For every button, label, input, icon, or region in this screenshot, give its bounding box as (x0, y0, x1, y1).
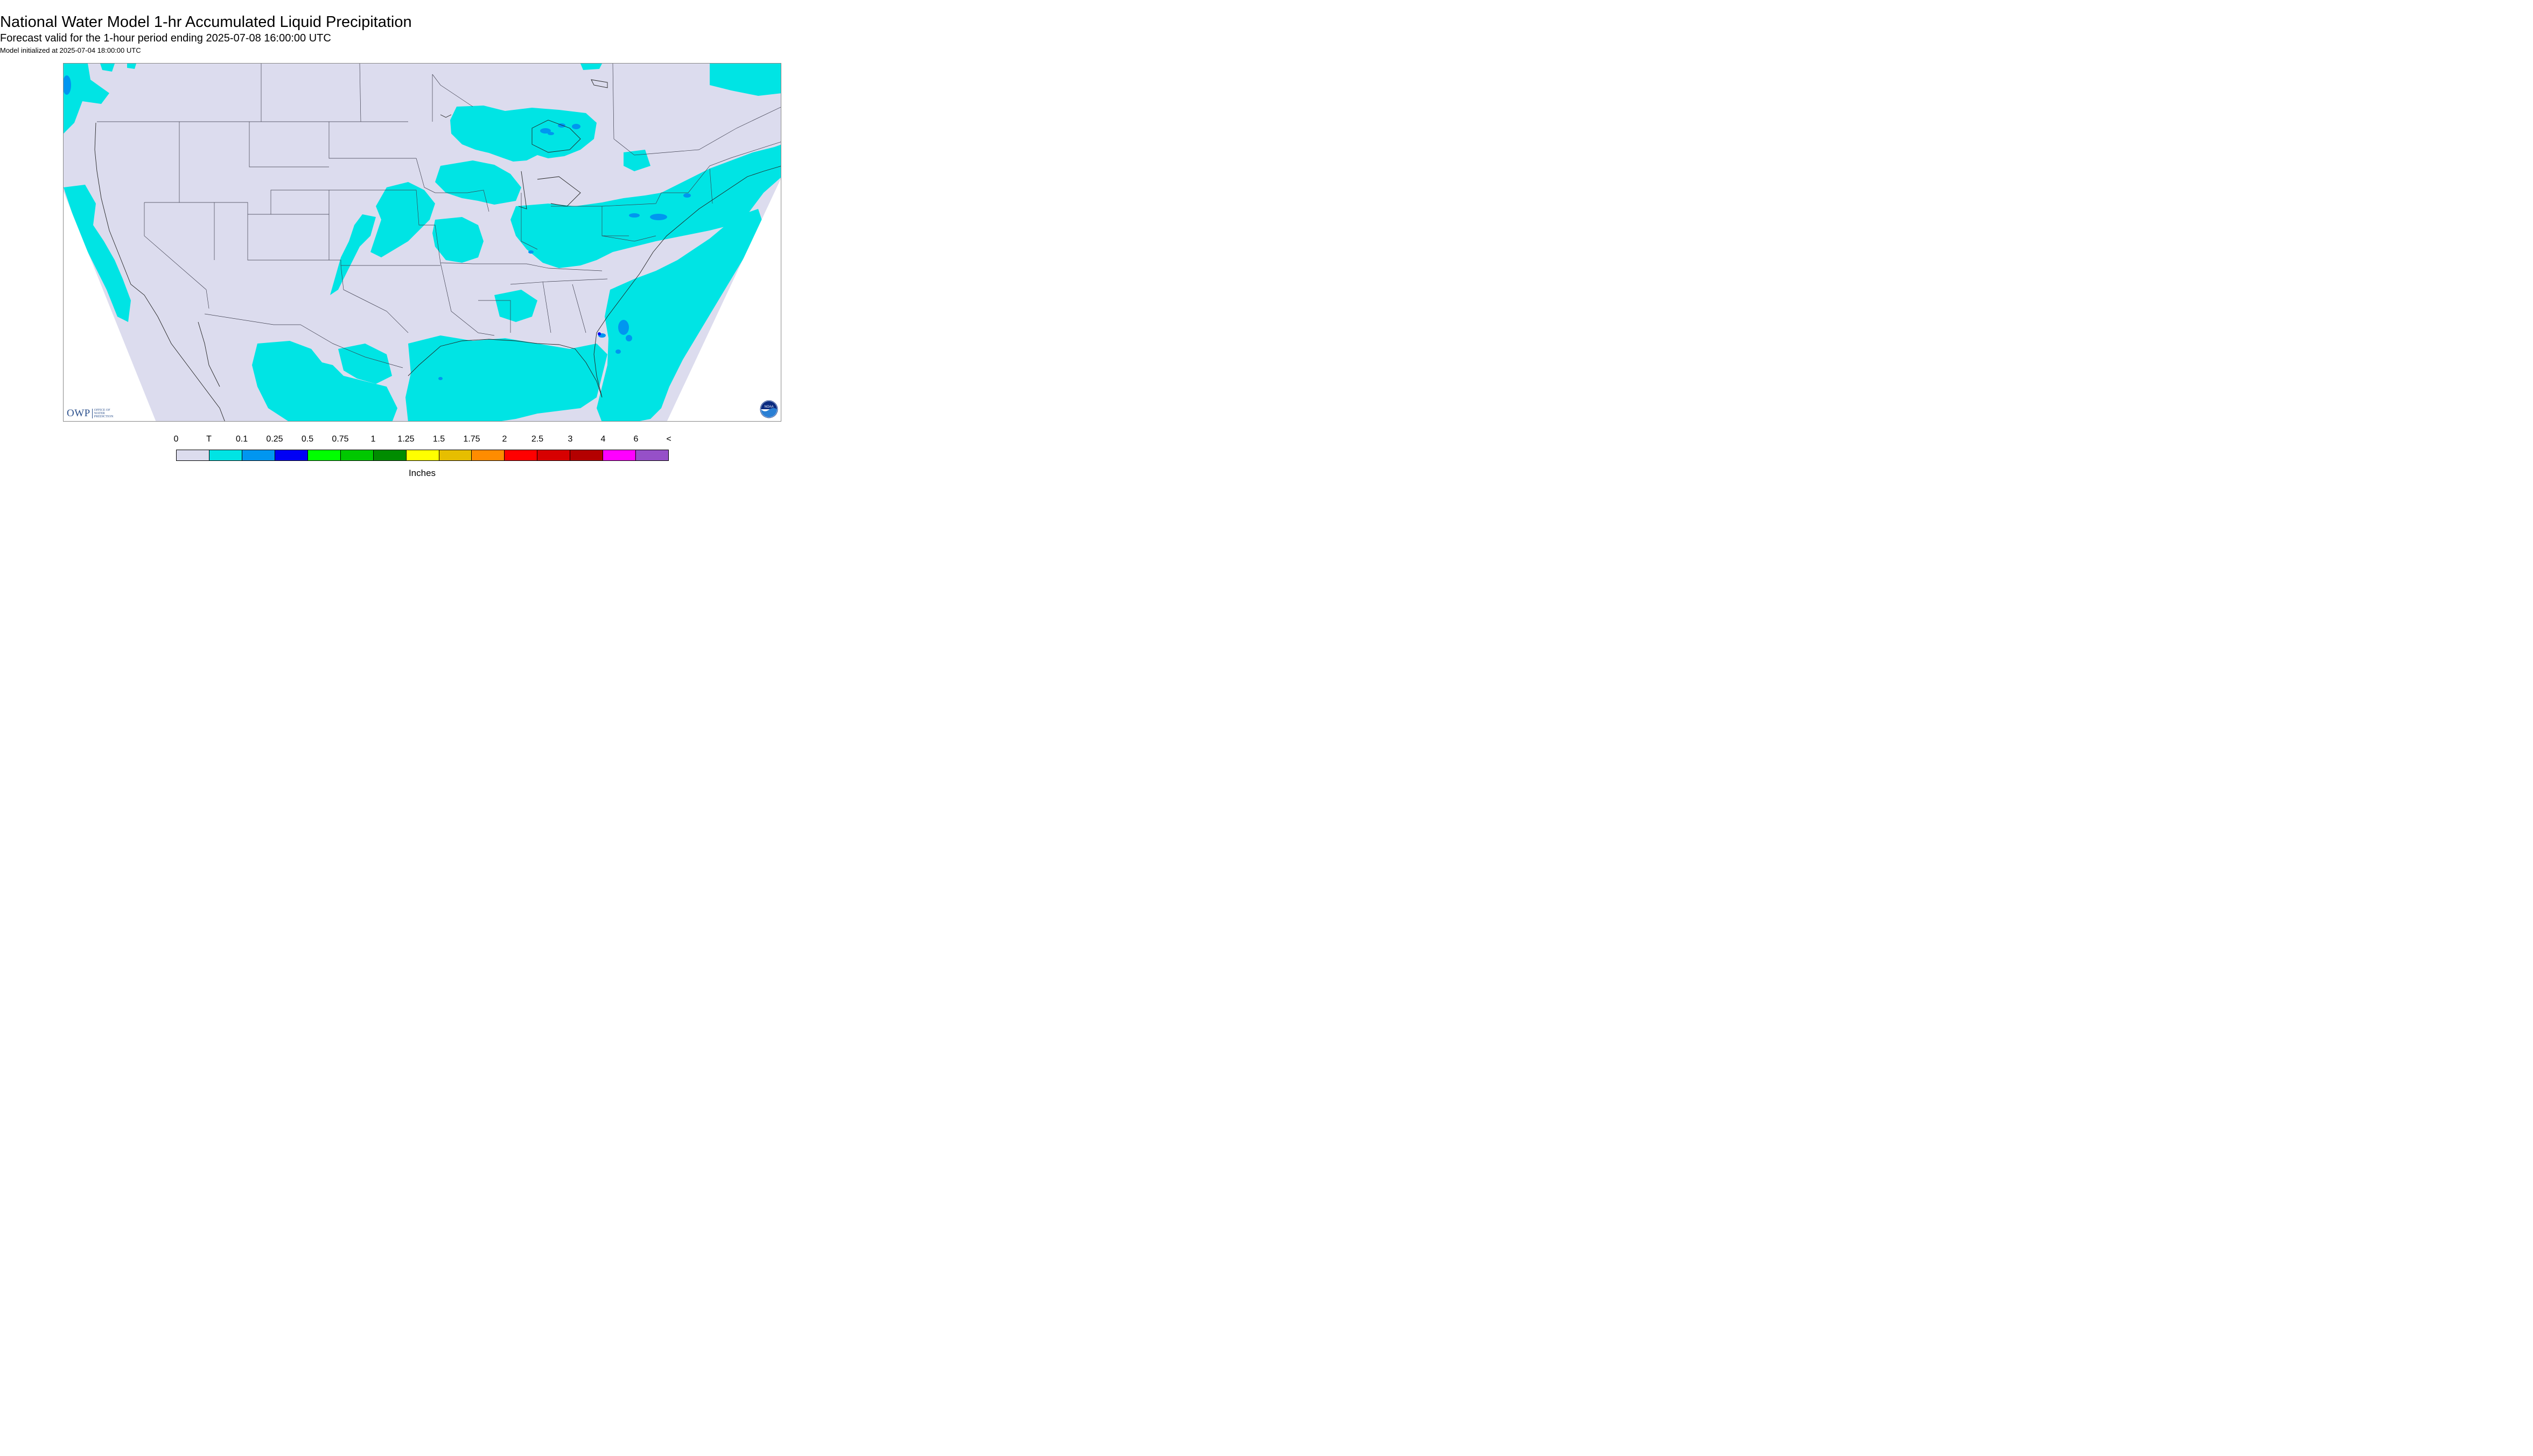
noaa-logo-text: NOAA (765, 405, 774, 409)
legend-tick-label: 1.5 (432, 434, 445, 444)
legend-swatch (176, 450, 209, 460)
precip-trace-areas (63, 63, 781, 421)
legend-swatch (439, 450, 472, 460)
page-subtitle: Forecast valid for the 1-hour period end… (0, 32, 331, 44)
outside-domain-right (667, 179, 781, 421)
legend-tick-label: 2 (502, 434, 507, 444)
legend-swatch (472, 450, 505, 460)
page: National Water Model 1-hr Accumulated Li… (0, 0, 844, 485)
legend-tick-label: 1.75 (463, 434, 480, 444)
color-legend (176, 449, 669, 461)
noaa-logo-icon: NOAA (760, 400, 778, 418)
state-boundaries (96, 63, 781, 368)
init-time-line: Model initialized at 2025-07-04 18:00:00… (0, 46, 141, 54)
legend-tick-label: 0.1 (235, 434, 248, 444)
legend-units-label: Inches (408, 467, 436, 478)
map-domain (63, 63, 781, 421)
owp-logo-separator (92, 408, 93, 418)
coastlines (94, 79, 781, 421)
legend-tick-label: 0.25 (266, 434, 283, 444)
owp-logo-line2: WATER (94, 411, 105, 415)
legend-tick-label: 6 (633, 434, 639, 444)
legend-swatch (275, 450, 308, 460)
legend-tick-label: 4 (600, 434, 606, 444)
legend-tick-label: 0.5 (301, 434, 314, 444)
legend-swatch (242, 450, 275, 460)
legend-swatch (209, 450, 242, 460)
legend-tick-label: 0 (173, 434, 179, 444)
precip-map (62, 62, 781, 422)
legend-swatch (505, 450, 538, 460)
legend-tick-label: 0.75 (332, 434, 349, 444)
legend-tick-label: 1.25 (397, 434, 415, 444)
legend-tick-label: T (206, 434, 212, 444)
legend-swatch (307, 450, 341, 460)
legend-tick-label: < (666, 434, 671, 444)
owp-logo-text: OFFICE OF WATER PREDICTION (94, 409, 114, 418)
legend-swatch (570, 450, 604, 460)
owp-logo: OWP OFFICE OF WATER PREDICTION (67, 408, 113, 419)
legend-swatch (373, 450, 407, 460)
legend-swatch (603, 450, 636, 460)
page-title: National Water Model 1-hr Accumulated Li… (0, 13, 412, 31)
owp-logo-line1: OFFICE OF (94, 408, 110, 412)
legend-swatch (636, 450, 669, 460)
legend-tick-label: 3 (568, 434, 573, 444)
legend-swatch (406, 450, 439, 460)
owp-logo-line3: PREDICTION (94, 415, 114, 418)
legend-swatch (340, 450, 374, 460)
map-svg (63, 63, 781, 421)
legend-tick-label: 1 (370, 434, 376, 444)
legend-tick-labels: 0 T 0.1 0.25 0.5 0.75 1 1.25 1.5 1.75 2 2.5 3 4 6 < (0, 434, 844, 446)
legend-swatch (537, 450, 571, 460)
legend-tick-label: 2.5 (531, 434, 544, 444)
precip-medium-areas (597, 332, 601, 335)
owp-logo-mark: OWP (66, 407, 90, 419)
